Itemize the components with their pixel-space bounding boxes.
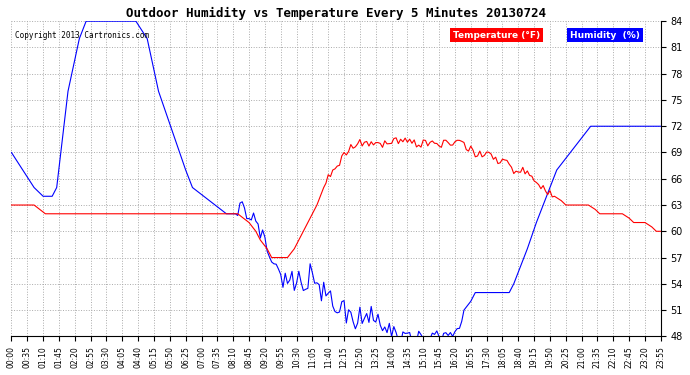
Text: Humidity  (%): Humidity (%) <box>570 31 640 40</box>
Text: Copyright 2013 Cartronics.com: Copyright 2013 Cartronics.com <box>14 31 149 40</box>
Text: Temperature (°F): Temperature (°F) <box>453 31 540 40</box>
Title: Outdoor Humidity vs Temperature Every 5 Minutes 20130724: Outdoor Humidity vs Temperature Every 5 … <box>126 7 546 20</box>
